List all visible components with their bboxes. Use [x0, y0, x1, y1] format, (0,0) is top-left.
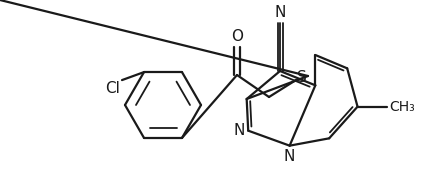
Text: CH₃: CH₃	[390, 100, 415, 114]
Text: O: O	[231, 29, 243, 44]
Text: N: N	[234, 123, 245, 138]
Text: N: N	[284, 149, 295, 164]
Text: S: S	[297, 70, 307, 85]
Text: N: N	[274, 5, 286, 20]
Text: Cl: Cl	[105, 81, 120, 96]
